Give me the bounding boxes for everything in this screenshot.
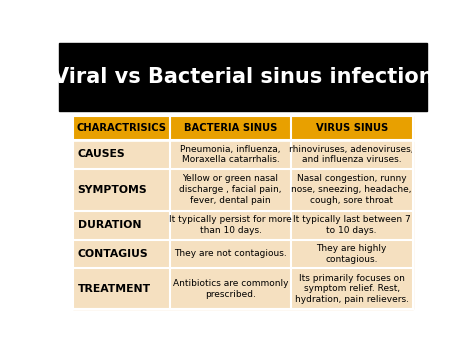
Text: Antibiotics are commonly
prescribed.: Antibiotics are commonly prescribed. bbox=[173, 279, 288, 299]
Text: rhinoviruses, adenoviruses,
and influenza viruses.: rhinoviruses, adenoviruses, and influenz… bbox=[290, 144, 414, 164]
Text: BACTERIA SINUS: BACTERIA SINUS bbox=[184, 123, 277, 133]
Bar bbox=[59, 43, 427, 111]
Text: VIRUS SINUS: VIRUS SINUS bbox=[316, 123, 388, 133]
Text: CAUSES: CAUSES bbox=[78, 149, 125, 159]
Text: It typically last between 7
to 10 days.: It typically last between 7 to 10 days. bbox=[293, 215, 410, 235]
Text: Nasal congestion, runny
nose, sneezing, headache,
cough, sore throat: Nasal congestion, runny nose, sneezing, … bbox=[292, 175, 412, 205]
Text: Yellow or green nasal
discharge , facial pain,
fever, dental pain: Yellow or green nasal discharge , facial… bbox=[179, 175, 282, 205]
Bar bbox=[73, 116, 413, 309]
Bar bbox=[73, 116, 413, 309]
Text: Viral vs Bacterial sinus infection: Viral vs Bacterial sinus infection bbox=[53, 67, 433, 87]
Text: Its primarily focuses on
symptom relief. Rest,
hydration, pain relievers.: Its primarily focuses on symptom relief.… bbox=[295, 273, 409, 304]
Text: CONTAGIUS: CONTAGIUS bbox=[78, 249, 148, 259]
Text: They are not contagious.: They are not contagious. bbox=[174, 250, 287, 258]
Bar bbox=[291, 116, 412, 140]
Bar bbox=[170, 116, 291, 140]
Text: It typically persist for more
than 10 days.: It typically persist for more than 10 da… bbox=[169, 215, 292, 235]
Text: DURATION: DURATION bbox=[78, 220, 141, 230]
Text: Pneumonia, influenza,
Moraxella catarrhalis.: Pneumonia, influenza, Moraxella catarrha… bbox=[180, 144, 281, 164]
Text: They are highly
contagious.: They are highly contagious. bbox=[317, 244, 387, 264]
Text: CHARACTRISICS: CHARACTRISICS bbox=[77, 123, 166, 133]
Text: SYMPTOMS: SYMPTOMS bbox=[78, 185, 147, 195]
Bar bbox=[73, 116, 170, 140]
Text: TREATMENT: TREATMENT bbox=[78, 284, 151, 294]
